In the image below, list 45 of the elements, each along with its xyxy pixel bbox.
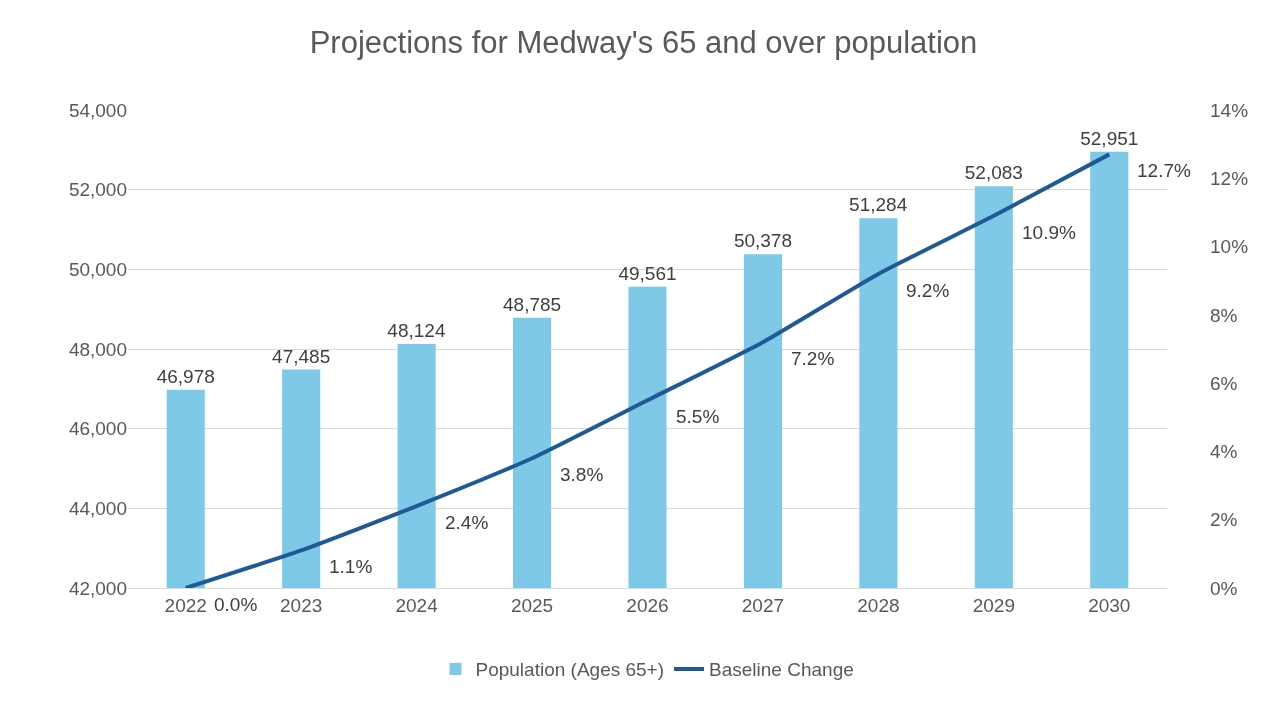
data-label: 12.7%	[1137, 160, 1191, 181]
y-tick-label: 52,000	[68, 179, 127, 201]
y2-tick-label: 2%	[1210, 509, 1238, 531]
data-label: 9.2%	[906, 280, 950, 301]
data-label: 7.2%	[791, 348, 835, 369]
y2-tick-label: 6%	[1210, 372, 1238, 394]
y2-tick-label: 8%	[1210, 304, 1238, 326]
y-tick-label: 42,000	[68, 577, 127, 599]
data-label: 48,785	[502, 293, 562, 315]
y2-tick-label: 14%	[1210, 99, 1249, 121]
y2-tick-label: 4%	[1210, 441, 1238, 463]
data-label: 3.8%	[560, 464, 604, 485]
data-label: 52,083	[964, 162, 1023, 184]
y-tick-label: 48,000	[68, 338, 127, 360]
y2-tick-label: 0%	[1210, 577, 1238, 599]
data-label: 48,124	[387, 320, 446, 342]
data-label: 51,284	[849, 194, 908, 216]
x-tick-label: 2027	[741, 594, 785, 616]
y-tick-label: 46,000	[68, 418, 127, 440]
x-tick-label: 2030	[1088, 594, 1131, 616]
data-label: 0.0%	[214, 594, 258, 615]
x-tick-label: 2028	[857, 594, 900, 616]
x-tick-label: 2024	[395, 594, 439, 616]
x-tick-label: 2029	[972, 594, 1015, 616]
x-tick-label: 2022	[164, 594, 207, 616]
y2-tick-label: 10%	[1210, 236, 1249, 258]
data-label: 10.9%	[1022, 222, 1076, 243]
data-label: 52,951	[1080, 127, 1139, 149]
y-tick-label: 54,000	[68, 99, 127, 121]
y-tick-label: 44,000	[68, 497, 127, 519]
data-label: 50,378	[733, 230, 793, 252]
data-label: 46,978	[156, 365, 215, 387]
x-tick-label: 2026	[626, 594, 669, 616]
data-label: 1.1%	[329, 556, 373, 577]
chart-title: Projections for Medway's 65 and over population	[309, 25, 978, 61]
legend-label: Population (Ages 65+)	[475, 659, 665, 681]
data-label: 49,561	[618, 262, 677, 284]
data-label: 47,485	[272, 345, 331, 367]
data-label: 5.5%	[676, 406, 720, 427]
y-tick-label: 50,000	[68, 258, 127, 280]
x-tick-label: 2023	[280, 594, 323, 616]
legend-label: Baseline Change	[709, 659, 854, 681]
y2-tick-label: 12%	[1210, 167, 1249, 189]
x-tick-label: 2025	[510, 594, 554, 616]
data-label: 2.4%	[445, 512, 489, 533]
